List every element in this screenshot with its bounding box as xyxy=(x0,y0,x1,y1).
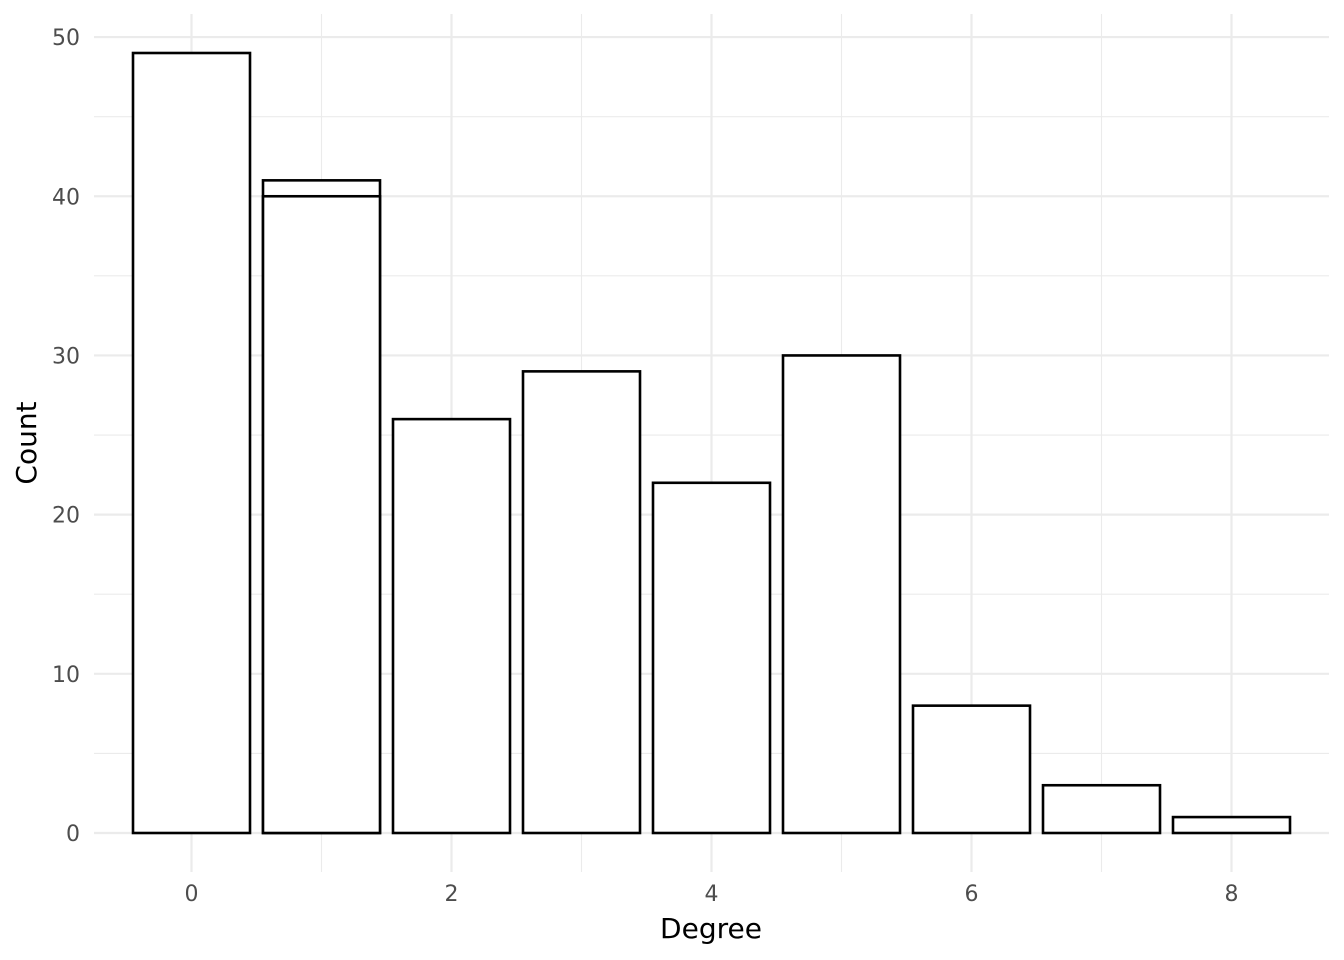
x-tick-label: 2 xyxy=(445,882,459,907)
y-tick-label: 40 xyxy=(52,185,80,210)
y-tick-label: 30 xyxy=(52,344,80,369)
bars xyxy=(131,51,1292,835)
bar xyxy=(1171,815,1292,835)
bar xyxy=(911,704,1032,835)
x-tick-label: 8 xyxy=(1225,882,1239,907)
x-axis-title: Degree xyxy=(660,912,762,945)
bar xyxy=(781,354,902,835)
x-axis-ticks: 0 2 4 6 8 xyxy=(185,882,1239,907)
y-tick-label: 20 xyxy=(52,504,80,529)
y-tick-label: 50 xyxy=(52,26,80,51)
x-tick-label: 6 xyxy=(965,882,979,907)
y-tick-label: 0 xyxy=(66,822,80,847)
y-axis-ticks: 0 10 20 30 40 50 xyxy=(52,26,80,847)
bar xyxy=(391,417,512,835)
bar xyxy=(261,194,382,835)
x-tick-label: 0 xyxy=(185,882,199,907)
y-axis-title: Count xyxy=(10,401,43,484)
x-tick-label: 4 xyxy=(705,882,719,907)
bar xyxy=(131,51,252,835)
y-tick-label: 10 xyxy=(52,663,80,688)
bar xyxy=(521,370,642,835)
bar xyxy=(651,481,772,835)
bar xyxy=(1041,783,1162,835)
